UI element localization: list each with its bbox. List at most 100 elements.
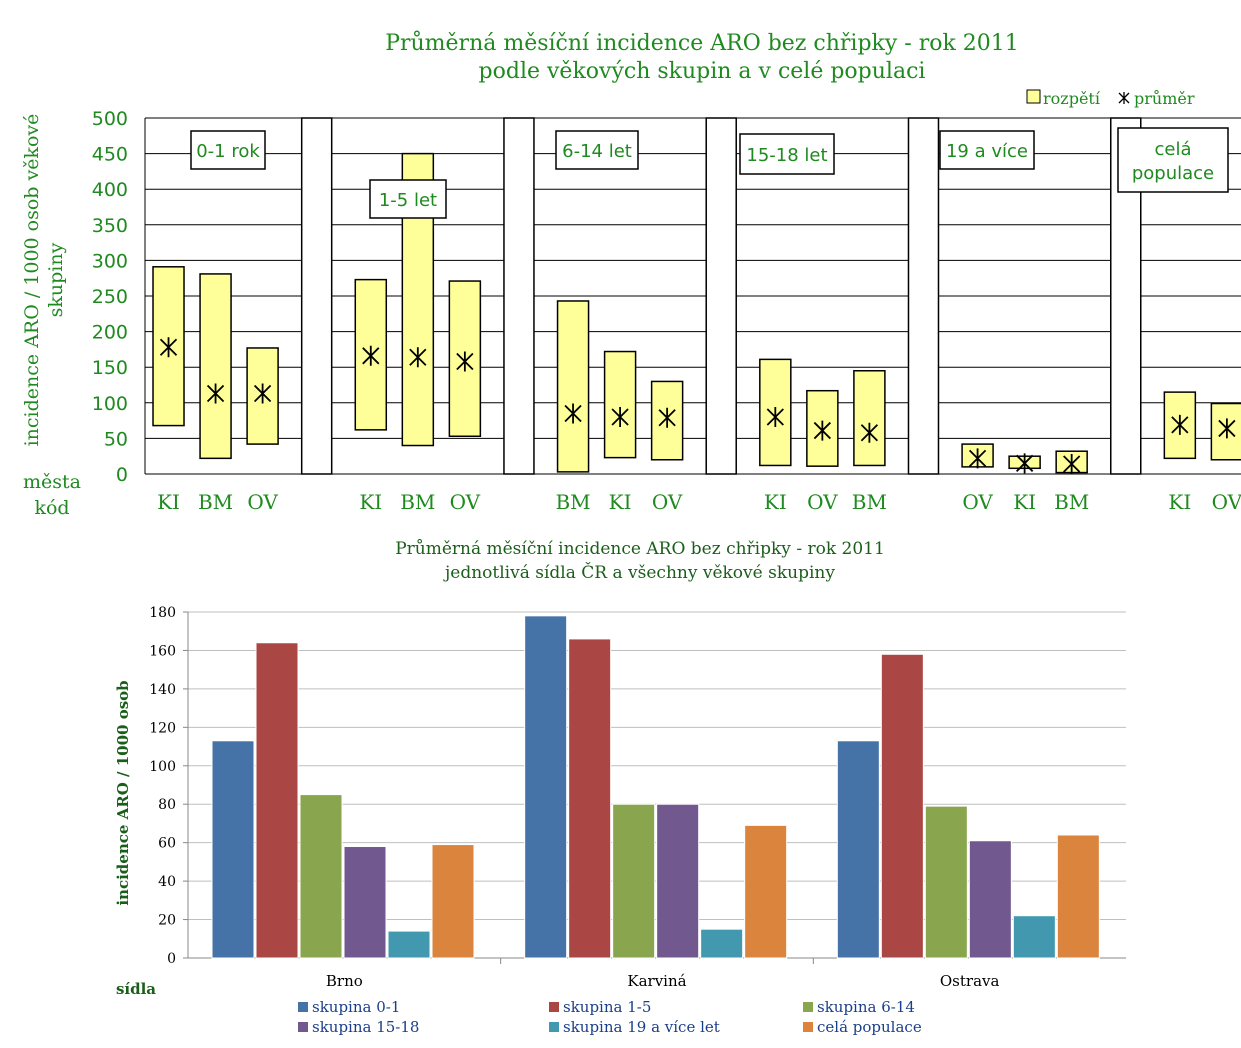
bar-chart: Průměrná měsíční incidence ARO bez chřip… (114, 539, 1126, 1036)
y-axis-label-line: skupiny (45, 242, 67, 317)
bar (524, 615, 568, 959)
city-code-label: BM (555, 490, 590, 514)
mean-marker (409, 347, 427, 368)
city-code-label: BM (198, 490, 233, 514)
bar-y-tick-label: 40 (158, 874, 176, 890)
bar-y-axis-label: incidence ARO / 1000 osob (114, 680, 132, 905)
y-tick-label: 400 (92, 179, 128, 201)
mean-marker (1015, 453, 1034, 474)
group-label: 15-18 let (746, 145, 827, 166)
group-separator (705, 117, 737, 475)
legend-swatch (803, 1022, 813, 1032)
bar (431, 844, 475, 959)
bar (255, 642, 299, 959)
bar (343, 846, 387, 959)
category-label: Brno (326, 972, 363, 990)
y-axis-label: incidence ARO / 1000 osob věkové skupiny (21, 114, 67, 447)
group-label: 19 a více (946, 141, 1028, 162)
bar-y-tick-label: 20 (158, 913, 176, 929)
mean-marker (1171, 414, 1189, 435)
bar-y-tick-label: 80 (158, 797, 176, 813)
group-label-box (739, 133, 835, 175)
city-code-label: KI (764, 490, 787, 514)
legend-swatch (298, 1022, 308, 1032)
mean-marker (1063, 454, 1081, 475)
legend-swatch (549, 1022, 559, 1032)
bar-y-tick-label: 0 (167, 951, 176, 967)
y-tick-label: 50 (104, 428, 128, 450)
mean-marker (362, 345, 380, 366)
mean-marker (456, 351, 474, 372)
category-label: Karviná (627, 972, 686, 990)
group-label: 1-5 let (379, 190, 437, 211)
mean-marker (658, 407, 676, 428)
group-label: 6-14 let (562, 141, 632, 162)
legend-label: skupina 15-18 (312, 1018, 419, 1036)
group-separator (503, 117, 535, 475)
legend-mean-marker (1118, 92, 1130, 104)
bar (744, 824, 788, 959)
group-label-line: celá (1154, 139, 1191, 160)
range-bar (556, 300, 590, 473)
bar (211, 740, 255, 959)
bar-y-tick-label: 180 (149, 605, 176, 621)
mean-marker (860, 422, 879, 443)
bar (299, 794, 343, 959)
corner-label-mesta: města (23, 471, 81, 493)
city-code-label: KI (359, 490, 382, 514)
range-bar (603, 350, 637, 459)
chart-title-line: podle věkových skupin a v celé populaci (479, 59, 926, 84)
city-code-label: BM (400, 490, 435, 514)
mean-marker (564, 403, 582, 424)
bar (387, 930, 431, 959)
y-tick-label: 250 (92, 286, 128, 308)
city-code-label: OV (450, 490, 481, 514)
group-separator (300, 117, 333, 475)
bar (656, 803, 700, 959)
mean-marker (611, 407, 629, 428)
legend-label: skupina 0-1 (312, 998, 400, 1016)
bar-y-tick-label: 60 (158, 836, 176, 852)
city-code-label: OV (652, 490, 683, 514)
legend-swatch (803, 1002, 813, 1012)
range-bar (1210, 402, 1241, 461)
legend-label: skupina 19 a více let (563, 1018, 720, 1036)
group-label: celá populace (1132, 139, 1214, 184)
group-label-box (555, 130, 639, 170)
legend-label: skupina 1-5 (563, 998, 651, 1016)
bar (1012, 915, 1056, 959)
bar-x-axis-label: sídla (116, 980, 156, 998)
group-label-box (939, 130, 1035, 170)
bar (968, 840, 1012, 959)
group-label-line: populace (1132, 163, 1214, 184)
mean-marker (253, 383, 272, 404)
group-label-box (1117, 127, 1229, 193)
legend-mean-label: průměr (1134, 89, 1195, 108)
bar-y-tick-label: 140 (149, 682, 176, 698)
y-tick-label: 300 (92, 250, 128, 272)
y-tick-label: 0 (116, 464, 128, 486)
legend-swatch (549, 1002, 559, 1012)
group-label-box (190, 130, 266, 170)
city-code-label: KI (609, 490, 632, 514)
legend-swatch (298, 1002, 308, 1012)
legend-label: celá populace (817, 1018, 922, 1036)
bar-y-tick-label: 160 (149, 643, 176, 659)
mean-marker (766, 407, 784, 428)
group-label: 0-1 rok (196, 141, 260, 162)
mean-marker (159, 337, 178, 358)
corner-label-kod: kód (34, 497, 69, 519)
y-tick-label: 200 (92, 322, 128, 344)
bar (836, 740, 880, 959)
mean-marker (1218, 418, 1236, 439)
bar-y-tick-label: 120 (149, 720, 176, 736)
bar (924, 805, 968, 959)
bar (700, 928, 744, 959)
chart-title-line: Průměrná měsíční incidence ARO bez chřip… (385, 29, 1019, 56)
y-tick-label: 450 (92, 144, 128, 166)
bar-chart-title-line: jednotlivá sídla ČR a všechny věkové sku… (443, 562, 835, 583)
y-axis-label-line: incidence ARO / 1000 osob věkové (21, 114, 43, 447)
city-code-label: OV (962, 490, 993, 514)
legend-range-label: rozpětí (1043, 89, 1101, 108)
category-label: Ostrava (940, 972, 1000, 990)
